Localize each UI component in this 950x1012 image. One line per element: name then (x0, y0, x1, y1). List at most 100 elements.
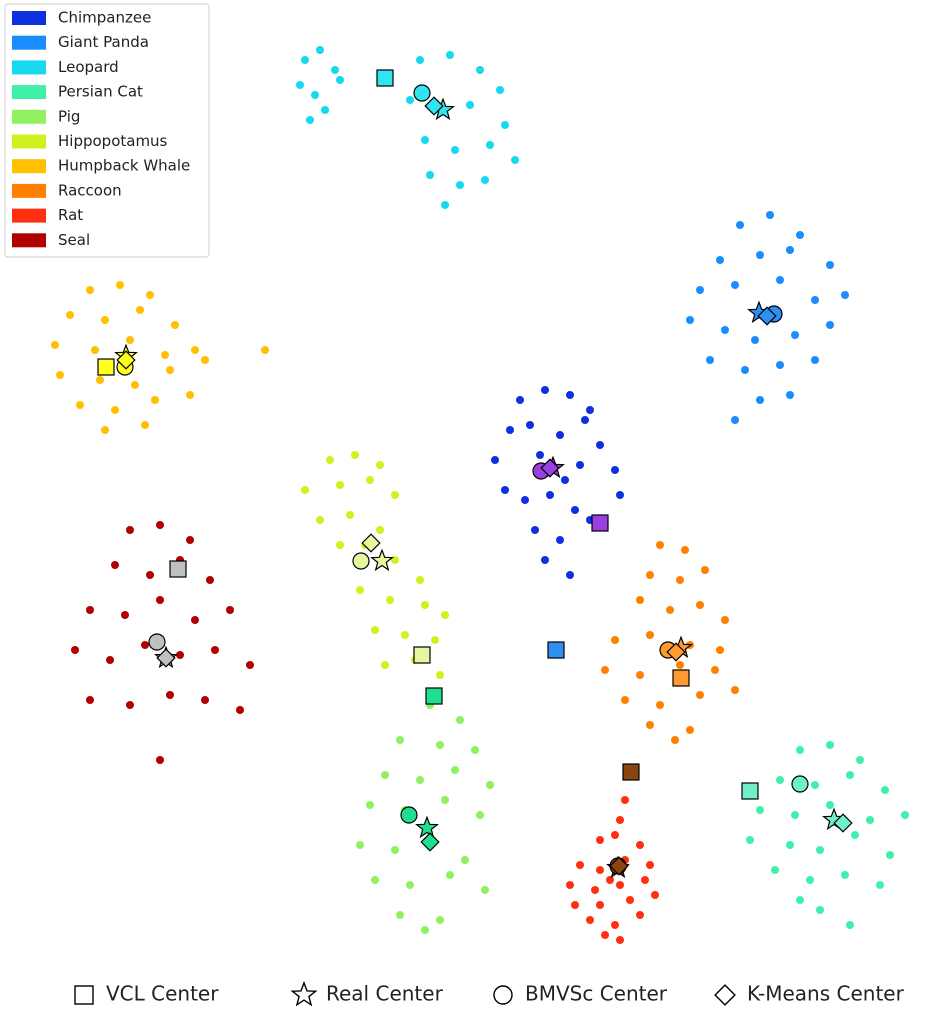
point (166, 691, 174, 699)
point (881, 786, 889, 794)
point (616, 491, 624, 499)
point (451, 146, 459, 154)
point (391, 846, 399, 854)
point (841, 291, 849, 299)
point (396, 911, 404, 919)
legend-swatch (12, 208, 46, 223)
point (711, 666, 719, 674)
point (376, 526, 384, 534)
square-marker (741, 782, 759, 800)
point (236, 706, 244, 714)
point (866, 816, 874, 824)
point (246, 661, 254, 669)
point (386, 596, 394, 604)
point (596, 836, 604, 844)
point (421, 601, 429, 609)
point (101, 316, 109, 324)
point (401, 631, 409, 639)
point (296, 81, 304, 89)
point (331, 66, 339, 74)
point (126, 526, 134, 534)
point (841, 871, 849, 879)
point (456, 716, 464, 724)
point (186, 391, 194, 399)
point (191, 616, 199, 624)
point (596, 441, 604, 449)
point (581, 416, 589, 424)
point (146, 571, 154, 579)
point (586, 916, 594, 924)
legend-label: Raccoon (58, 181, 122, 199)
legend-swatch (12, 183, 46, 198)
circle-marker (413, 84, 431, 102)
point (106, 656, 114, 664)
point (646, 721, 654, 729)
point (131, 381, 139, 389)
point (541, 556, 549, 564)
point (226, 606, 234, 614)
square-marker (672, 669, 690, 687)
point (811, 781, 819, 789)
square-marker (74, 985, 94, 1005)
marker-legend-label: K-Means Center (747, 982, 905, 1006)
point (86, 286, 94, 294)
point (766, 211, 774, 219)
point (186, 536, 194, 544)
point (471, 746, 479, 754)
point (756, 396, 764, 404)
point (796, 896, 804, 904)
point (616, 881, 624, 889)
point (561, 476, 569, 484)
legend-label: Leopard (58, 58, 119, 76)
point (381, 661, 389, 669)
point (371, 626, 379, 634)
point (601, 666, 609, 674)
legend: Chimpanzee Giant Panda Leopard Persian Cat P… (4, 3, 210, 258)
diamond-marker (714, 984, 736, 1006)
legend-label: Rat (58, 206, 83, 224)
point (466, 101, 474, 109)
point (156, 521, 164, 529)
point (336, 481, 344, 489)
point (101, 426, 109, 434)
point (356, 586, 364, 594)
point (876, 881, 884, 889)
point (501, 486, 509, 494)
point (721, 326, 729, 334)
point (671, 736, 679, 744)
diamond-marker (540, 458, 560, 478)
point (791, 331, 799, 339)
point (586, 406, 594, 414)
point (311, 91, 319, 99)
point (396, 736, 404, 744)
point (556, 431, 564, 439)
point (676, 661, 684, 669)
square-marker (97, 358, 115, 376)
point (611, 466, 619, 474)
point (706, 356, 714, 364)
legend-swatch (12, 233, 46, 248)
point (641, 876, 649, 884)
point (431, 636, 439, 644)
point (606, 876, 614, 884)
point (571, 506, 579, 514)
point (456, 181, 464, 189)
legend-label: Pig (58, 107, 80, 125)
point (686, 316, 694, 324)
point (111, 561, 119, 569)
point (791, 811, 799, 819)
point (716, 646, 724, 654)
square-marker (591, 514, 609, 532)
point (91, 346, 99, 354)
point (751, 336, 759, 344)
diamond-marker (424, 96, 444, 116)
point (621, 696, 629, 704)
point (611, 636, 619, 644)
point (591, 886, 599, 894)
point (656, 541, 664, 549)
point (476, 811, 484, 819)
point (261, 346, 269, 354)
legend-swatch (12, 11, 46, 25)
point (636, 841, 644, 849)
